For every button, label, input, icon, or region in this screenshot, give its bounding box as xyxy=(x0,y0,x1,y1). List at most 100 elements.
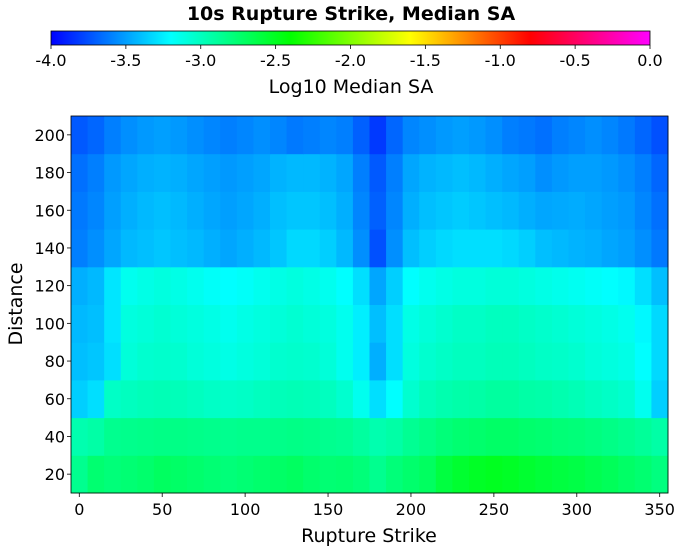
heatmap-cell xyxy=(203,342,221,381)
heatmap-cell xyxy=(220,191,238,230)
x-tick-label: 100 xyxy=(230,500,261,519)
heatmap-cell xyxy=(568,153,586,192)
heatmap-cell xyxy=(303,116,321,155)
heatmap-cell xyxy=(535,191,553,230)
heatmap-cell xyxy=(452,191,470,230)
heatmap-cell xyxy=(634,266,652,305)
heatmap-cell xyxy=(551,304,569,343)
heatmap-cell xyxy=(502,304,520,343)
heatmap-cell xyxy=(170,417,188,456)
heatmap-cell xyxy=(419,116,437,155)
heatmap-cell xyxy=(137,191,155,230)
heatmap-cell xyxy=(651,455,669,494)
heatmap-cell xyxy=(386,266,404,305)
heatmap-cell xyxy=(253,417,271,456)
heatmap-cell xyxy=(551,266,569,305)
heatmap-cell xyxy=(319,153,337,192)
heatmap-cell xyxy=(87,229,105,268)
heatmap-cell xyxy=(585,379,603,419)
heatmap-cell xyxy=(336,266,354,305)
heatmap-cell xyxy=(634,229,652,268)
heatmap-cell xyxy=(87,342,105,381)
heatmap-cell xyxy=(469,153,487,192)
heatmap-cell xyxy=(386,304,404,343)
y-tick-label: 160 xyxy=(34,201,65,220)
heatmap-cell xyxy=(303,229,321,268)
heatmap-cell xyxy=(618,379,636,419)
heatmap-cell xyxy=(634,455,652,494)
heatmap-cell xyxy=(369,116,387,155)
heatmap-cell xyxy=(153,153,171,192)
heatmap-cell xyxy=(270,116,288,155)
heatmap-cell xyxy=(551,229,569,268)
x-axis-label: Rupture Strike xyxy=(301,525,437,547)
heatmap-cell xyxy=(104,116,122,155)
heatmap-cell xyxy=(319,304,337,343)
heatmap-cell xyxy=(618,153,636,192)
y-tick-label: 40 xyxy=(45,427,65,446)
heatmap-cell xyxy=(651,417,669,456)
heatmap-cell xyxy=(535,266,553,305)
heatmap-cell xyxy=(220,304,238,343)
heatmap-cell xyxy=(485,304,503,343)
heatmap-cell xyxy=(120,304,138,343)
heatmap-cell xyxy=(71,116,89,155)
heatmap-cell xyxy=(352,229,370,268)
heatmap-cell xyxy=(153,304,171,343)
heatmap-cell xyxy=(535,417,553,456)
y-axis-label: Distance xyxy=(5,262,27,345)
heatmap-cell xyxy=(551,342,569,381)
heatmap-cell xyxy=(618,191,636,230)
heatmap-cell xyxy=(601,379,619,419)
heatmap-cell xyxy=(601,229,619,268)
heatmap-cell xyxy=(419,304,437,343)
heatmap-cell xyxy=(469,455,487,494)
heatmap-cell xyxy=(352,116,370,155)
heatmap-cell xyxy=(551,417,569,456)
heatmap-cell xyxy=(220,266,238,305)
heatmap-cell xyxy=(634,379,652,419)
heatmap-cell xyxy=(286,229,304,268)
heatmap-cell xyxy=(170,229,188,268)
heatmap-cell xyxy=(601,417,619,456)
heatmap-cell xyxy=(236,342,254,381)
heatmap-cell xyxy=(71,379,89,419)
heatmap-cell xyxy=(203,379,221,419)
heatmap-cell xyxy=(419,417,437,456)
heatmap-cell xyxy=(203,266,221,305)
heatmap-cell xyxy=(402,342,420,381)
heatmap-cell xyxy=(634,342,652,381)
heatmap-cell xyxy=(369,379,387,419)
heatmap-cell xyxy=(170,455,188,494)
heatmap-cell xyxy=(187,304,205,343)
heatmap-cell xyxy=(319,229,337,268)
heatmap-cell xyxy=(220,229,238,268)
heatmap-cell xyxy=(651,379,669,419)
heatmap-cell xyxy=(87,417,105,456)
heatmap-cell xyxy=(336,153,354,192)
heatmap-cell xyxy=(601,304,619,343)
heatmap-cell xyxy=(435,191,453,230)
heatmap-cell xyxy=(551,379,569,419)
heatmap-cell xyxy=(203,116,221,155)
heatmap-cell xyxy=(634,116,652,155)
heatmap-cell xyxy=(386,379,404,419)
heatmap-cell xyxy=(286,191,304,230)
heatmap-cell xyxy=(601,153,619,192)
heatmap-cell xyxy=(87,116,105,155)
heatmap-cell xyxy=(336,191,354,230)
heatmap-cell xyxy=(286,417,304,456)
heatmap-cell xyxy=(452,153,470,192)
heatmap-cell xyxy=(104,455,122,494)
heatmap-cell xyxy=(153,455,171,494)
heatmap-cell xyxy=(303,191,321,230)
y-tick-label: 100 xyxy=(34,314,65,333)
heatmap-cell xyxy=(236,417,254,456)
heatmap-cell xyxy=(518,455,536,494)
heatmap-cell xyxy=(236,116,254,155)
heatmap-cell xyxy=(651,229,669,268)
heatmap-cell xyxy=(485,379,503,419)
heatmap-cell xyxy=(336,304,354,343)
heatmap-cell xyxy=(87,191,105,230)
heatmap-cell xyxy=(120,116,138,155)
